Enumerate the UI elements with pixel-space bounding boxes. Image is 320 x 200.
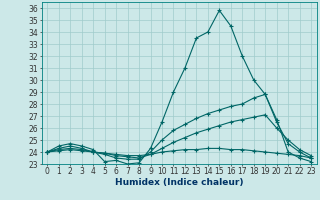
X-axis label: Humidex (Indice chaleur): Humidex (Indice chaleur) [115, 178, 244, 187]
